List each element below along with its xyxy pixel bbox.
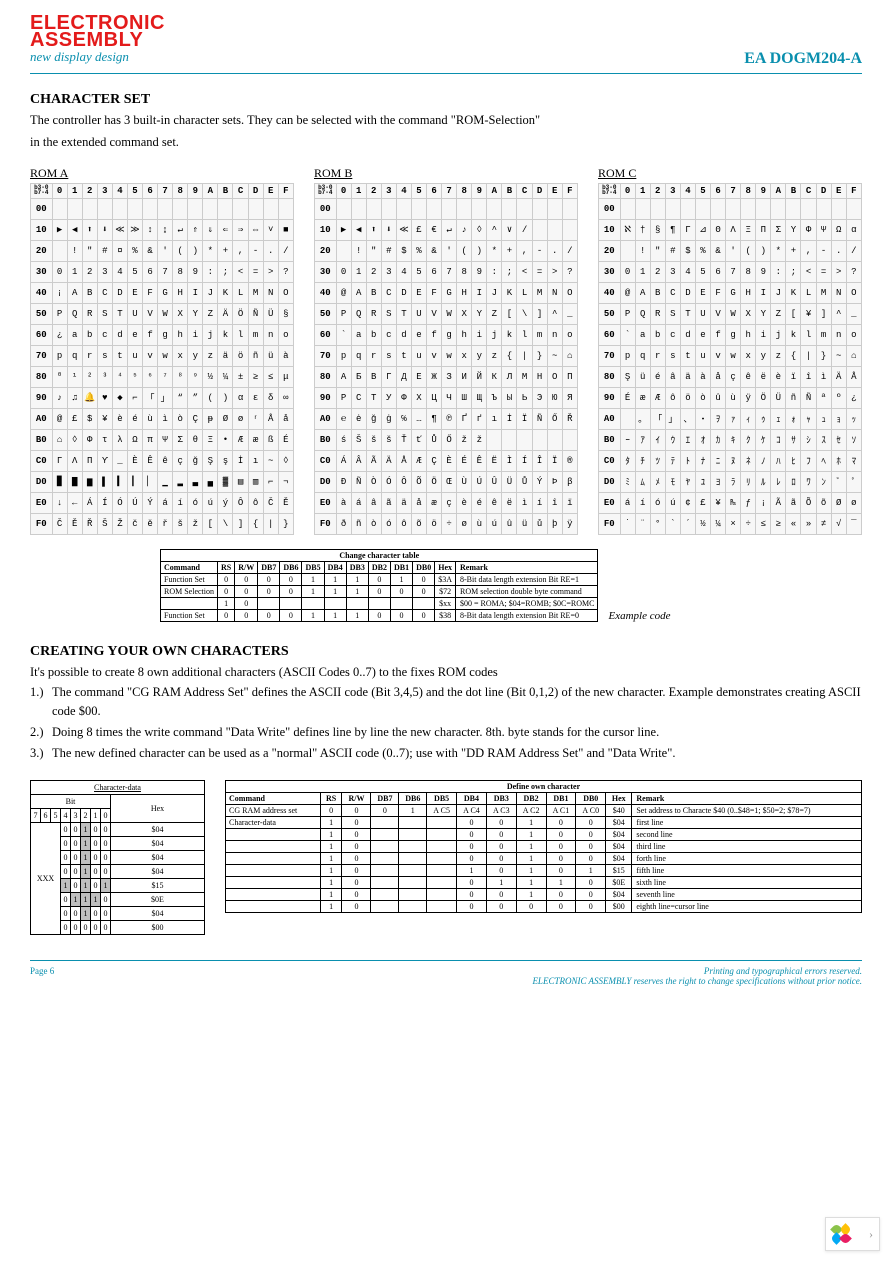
list-item: 3.)The new defined character can be used… xyxy=(30,744,862,763)
charset-intro1: The controller has 3 built-in character … xyxy=(30,111,862,130)
logo-line2: ASSEMBLY xyxy=(30,32,165,49)
logo-tagline: new display design xyxy=(30,51,165,62)
chevron-right-icon: › xyxy=(869,1227,873,1242)
page-number: Page 6 xyxy=(30,966,54,976)
rom-label: ROM A xyxy=(30,166,294,181)
define-own-character-wrap: Define own characterCommandRSR/WDB7DB6DB… xyxy=(225,780,862,913)
character-data-table: Character-dataBitHex76543210XXX00100$040… xyxy=(30,780,205,935)
rom-char-table-b: b3-0 b7-40123456789ABCDEF0010▶◀⬆⬇≪£€↵♪◊^… xyxy=(314,183,578,535)
page-footer: Page 6 Printing and typographical errors… xyxy=(30,960,862,986)
list-item: 2.)Doing 8 times the write command "Data… xyxy=(30,723,862,742)
badge-icon xyxy=(832,1225,850,1243)
section-title-creating: CREATING YOUR OWN CHARACTERS xyxy=(30,644,862,660)
footer-line2: ELECTRONIC ASSEMBLY reserves the right t… xyxy=(532,976,862,986)
creating-intro: It's possible to create 8 own additional… xyxy=(30,663,862,682)
document-title: EA DOGM204-A xyxy=(744,50,862,68)
logo: ELECTRONIC ASSEMBLY new display design xyxy=(30,15,165,62)
example-code-note: Example code xyxy=(608,610,670,622)
corner-badge[interactable]: › xyxy=(825,1217,880,1251)
rom-block-b: ROM B b3-0 b7-40123456789ABCDEF0010▶◀⬆⬇≪£… xyxy=(314,166,578,535)
footer-line1: Printing and typographical errors reserv… xyxy=(532,966,862,976)
creating-list: 1.)The command "CG RAM Address Set" defi… xyxy=(30,683,862,762)
list-item: 1.)The command "CG RAM Address Set" defi… xyxy=(30,683,862,721)
rom-char-table-c: b3-0 b7-40123456789ABCDEF0010ℵ†§¶Γ⊿ΘΛΞΠΣ… xyxy=(598,183,862,535)
change-character-table: Change character tableCommandRSR/WDB7DB6… xyxy=(160,549,598,622)
lower-tables-row: Character-dataBitHex76543210XXX00100$040… xyxy=(30,780,862,935)
rom-char-table-a: b3-0 b7-40123456789ABCDEF0010▶◀⬆⬇≪≫↕↨↵⇑⇓… xyxy=(30,183,294,535)
page-header: ELECTRONIC ASSEMBLY new display design E… xyxy=(30,15,862,74)
rom-block-c: ROM C b3-0 b7-40123456789ABCDEF0010ℵ†§¶Γ⊿… xyxy=(598,166,862,535)
define-own-character-table: Define own characterCommandRSR/WDB7DB6DB… xyxy=(225,780,862,913)
charset-intro2: in the extended command set. xyxy=(30,133,862,152)
rom-tables-row: ROM A b3-0 b7-40123456789ABCDEF0010▶◀⬆⬇≪≫… xyxy=(30,166,862,535)
change-table-wrap: Change character tableCommandRSR/WDB7DB6… xyxy=(160,549,862,622)
rom-block-a: ROM A b3-0 b7-40123456789ABCDEF0010▶◀⬆⬇≪≫… xyxy=(30,166,294,535)
character-data-wrap: Character-dataBitHex76543210XXX00100$040… xyxy=(30,780,205,935)
section-title-charset: CHARACTER SET xyxy=(30,92,862,108)
rom-label: ROM B xyxy=(314,166,578,181)
rom-label: ROM C xyxy=(598,166,862,181)
footer-right: Printing and typographical errors reserv… xyxy=(532,966,862,986)
